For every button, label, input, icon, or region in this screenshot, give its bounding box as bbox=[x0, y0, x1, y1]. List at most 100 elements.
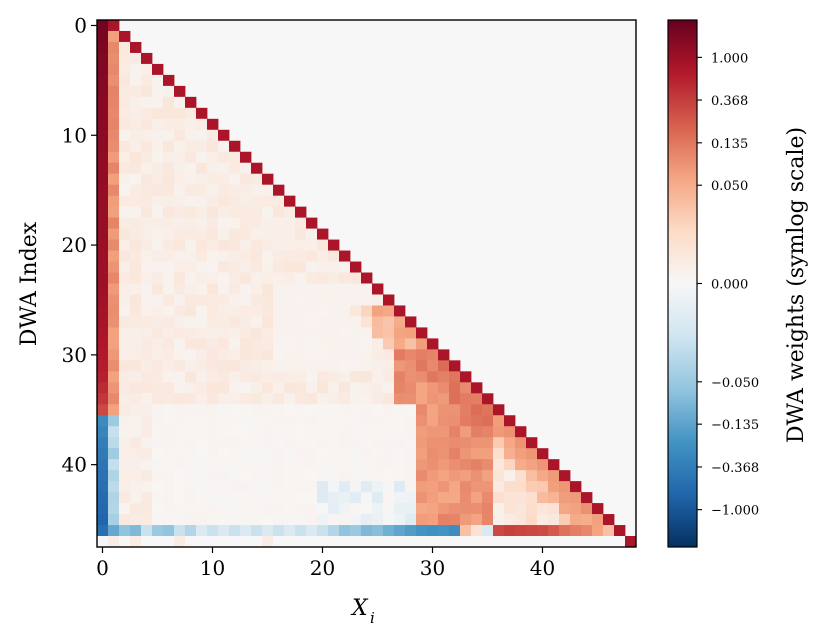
heatmap-cell bbox=[152, 382, 164, 394]
heatmap-cell bbox=[438, 459, 450, 471]
heatmap-cell bbox=[405, 360, 417, 372]
heatmap-cell bbox=[262, 305, 274, 317]
heatmap-cell bbox=[196, 316, 208, 328]
heatmap-cell bbox=[526, 459, 538, 471]
heatmap-cell bbox=[306, 514, 318, 526]
heatmap-cells bbox=[97, 20, 637, 548]
heatmap-cell bbox=[460, 459, 472, 471]
heatmap-cell bbox=[273, 393, 285, 405]
heatmap-cell bbox=[97, 63, 109, 76]
heatmap-cell bbox=[284, 360, 296, 372]
heatmap-cell bbox=[141, 294, 153, 306]
heatmap-cell bbox=[229, 393, 241, 405]
heatmap-cell bbox=[108, 338, 120, 350]
heatmap-cell bbox=[614, 525, 626, 537]
heatmap-cell bbox=[141, 74, 153, 87]
heatmap-cell bbox=[207, 393, 219, 405]
heatmap-cell bbox=[185, 195, 197, 208]
heatmap-cell bbox=[394, 481, 406, 493]
heatmap-cell bbox=[185, 459, 197, 471]
heatmap-cell bbox=[262, 459, 274, 471]
heatmap-cell bbox=[471, 503, 483, 515]
heatmap-cell bbox=[185, 118, 197, 131]
heatmap-cell bbox=[141, 481, 153, 493]
heatmap-cell bbox=[218, 272, 230, 284]
heatmap-cell bbox=[141, 525, 153, 537]
colorbar-ticks: 1.000 0.368 0.135 0.050 0.000 −0.050 −0.135 −0.… bbox=[697, 51, 759, 519]
heatmap-cell bbox=[482, 415, 494, 427]
heatmap-cell bbox=[394, 316, 406, 328]
heatmap-cell bbox=[328, 305, 340, 317]
heatmap-cell bbox=[328, 459, 340, 471]
heatmap-cell bbox=[108, 261, 120, 273]
heatmap-cell bbox=[339, 437, 351, 449]
heatmap-cell bbox=[152, 415, 164, 427]
heatmap-cell bbox=[108, 151, 120, 164]
heatmap-cell bbox=[130, 129, 142, 142]
heatmap-cell bbox=[427, 492, 439, 504]
heatmap-cell bbox=[262, 360, 274, 372]
heatmap-cell bbox=[273, 272, 285, 284]
heatmap-cell bbox=[130, 74, 142, 87]
heatmap-cell bbox=[471, 393, 483, 405]
heatmap-cell bbox=[262, 217, 274, 230]
heatmap-cell bbox=[130, 162, 142, 175]
heatmap-cell bbox=[383, 393, 395, 405]
heatmap-cell bbox=[317, 371, 329, 383]
heatmap-cell bbox=[504, 503, 516, 515]
heatmap-cell bbox=[251, 459, 263, 471]
heatmap-cell bbox=[130, 503, 142, 515]
heatmap-cell bbox=[251, 536, 263, 548]
heatmap-cell bbox=[262, 503, 274, 515]
heatmap-cell bbox=[306, 404, 318, 416]
heatmap-cell bbox=[174, 162, 186, 175]
heatmap-cell bbox=[108, 173, 120, 186]
colorbar-tick-label: 0.135 bbox=[711, 137, 748, 152]
heatmap-cell bbox=[97, 382, 109, 394]
heatmap-cell bbox=[339, 470, 351, 482]
heatmap-cell bbox=[372, 283, 384, 295]
heatmap-cell bbox=[130, 514, 142, 526]
heatmap-cell bbox=[163, 217, 175, 230]
heatmap-cell bbox=[559, 525, 571, 537]
heatmap-cell bbox=[262, 294, 274, 306]
heatmap-cell bbox=[130, 382, 142, 394]
heatmap-cell bbox=[306, 228, 318, 240]
heatmap-cell bbox=[218, 536, 230, 548]
heatmap-cell bbox=[405, 503, 417, 515]
heatmap-cell bbox=[97, 41, 109, 54]
heatmap-cell bbox=[141, 437, 153, 449]
heatmap-cell bbox=[196, 503, 208, 515]
heatmap-cell bbox=[218, 316, 230, 328]
heatmap-cell bbox=[229, 206, 241, 219]
heatmap-cell bbox=[130, 41, 142, 54]
heatmap-cell bbox=[372, 426, 384, 438]
heatmap-cell bbox=[152, 239, 164, 251]
heatmap-cell bbox=[350, 492, 362, 504]
heatmap-cell bbox=[405, 448, 417, 460]
heatmap-cell bbox=[196, 184, 208, 197]
heatmap-cell bbox=[405, 404, 417, 416]
heatmap-cell bbox=[306, 217, 318, 230]
heatmap-cell bbox=[438, 349, 450, 361]
heatmap-cell bbox=[119, 162, 131, 175]
heatmap-cell bbox=[196, 415, 208, 427]
heatmap-cell bbox=[207, 239, 219, 251]
heatmap-cell bbox=[218, 294, 230, 306]
heatmap-cell bbox=[218, 525, 230, 537]
heatmap-cell bbox=[240, 360, 252, 372]
heatmap-cell bbox=[504, 448, 516, 460]
heatmap-cell bbox=[163, 360, 175, 372]
heatmap-cell bbox=[361, 327, 373, 339]
heatmap-cell bbox=[240, 481, 252, 493]
heatmap-cell bbox=[152, 217, 164, 230]
heatmap-cell bbox=[438, 448, 450, 460]
heatmap-cell bbox=[350, 272, 362, 284]
heatmap-cell bbox=[141, 184, 153, 197]
heatmap-cell bbox=[218, 239, 230, 251]
heatmap-cell bbox=[207, 173, 219, 186]
heatmap-cell bbox=[163, 492, 175, 504]
heatmap-cell bbox=[185, 316, 197, 328]
heatmap-cell bbox=[152, 272, 164, 284]
heatmap-cell bbox=[240, 349, 252, 361]
